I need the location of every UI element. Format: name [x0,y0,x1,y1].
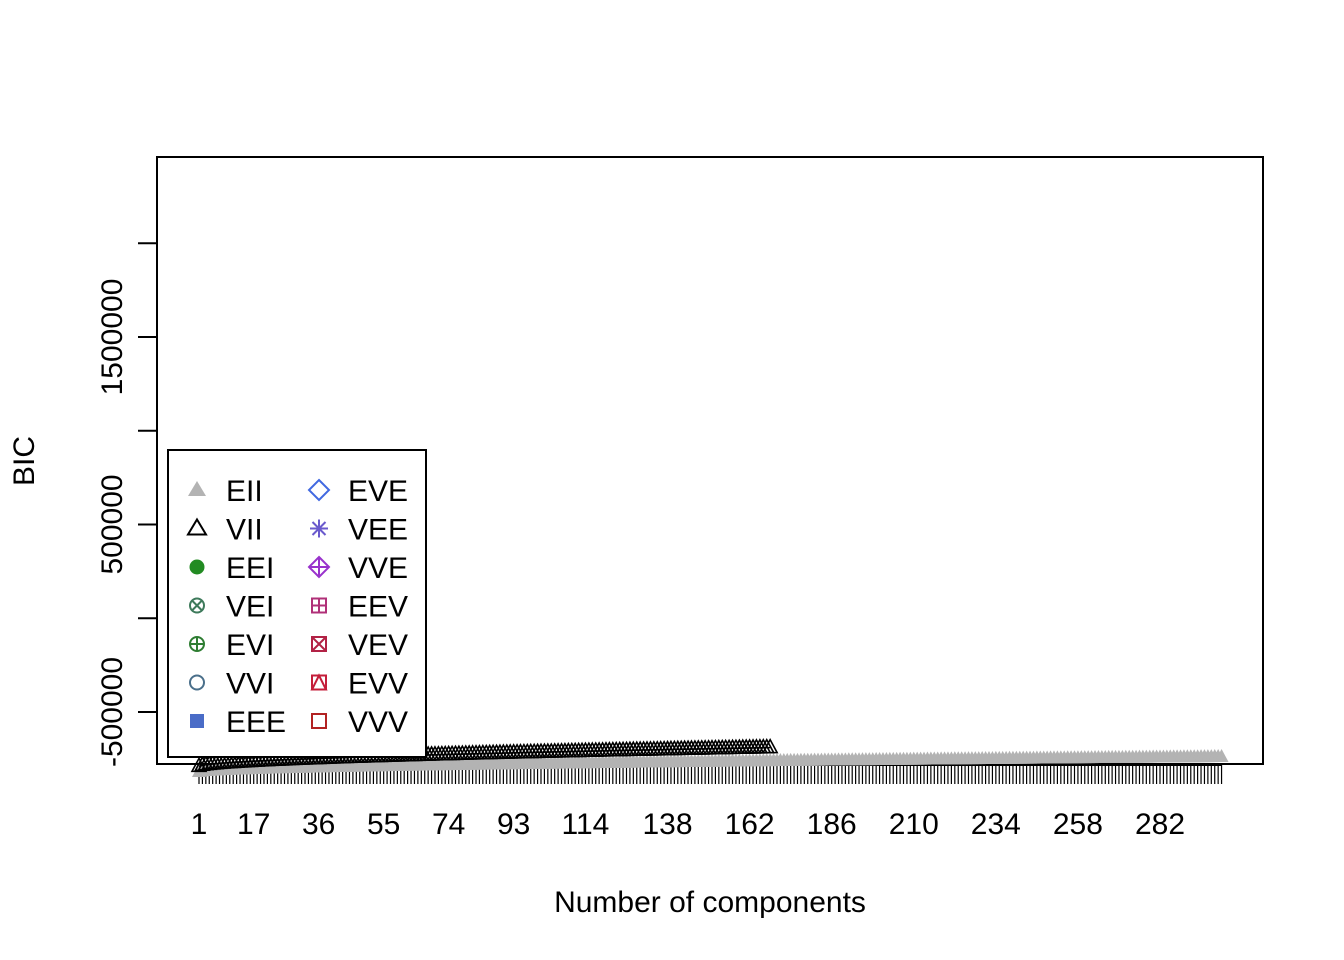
x-tick-label: 210 [889,808,939,841]
legend-symbol-circle-open [189,674,205,691]
legend-label: EVE [348,475,408,508]
y-tick-label: 500000 [96,474,129,574]
x-tick-label: 258 [1053,808,1103,841]
legend-label: VVI [226,668,274,701]
x-tick-label: 17 [237,808,270,841]
legend-box [167,449,427,758]
x-tick-label: 234 [971,808,1021,841]
x-tick-label: 93 [497,808,530,841]
legend-entry-evv: EVV [310,668,408,701]
x-tick-label: 162 [725,808,775,841]
legend-entry-vii: VII [186,514,263,547]
legend-label: EEE [226,706,286,739]
legend-symbol-square-open [311,713,327,729]
legend-entry-vvi: VVI [189,668,274,701]
x-tick-label: 1 [191,808,208,841]
legend-entry-vve: VVE [307,552,408,585]
series-layer [190,737,1229,777]
legend-symbol-square-x [311,636,327,652]
x-tick-label: 282 [1135,808,1185,841]
legend-symbol-circle-filled [189,559,205,575]
legend-symbol-circle-x [189,597,205,614]
legend-symbol-circle-plus [189,636,205,652]
legend-symbol-square-plus [311,597,327,614]
legend-entry-eee: EEE [190,706,286,739]
legend-label: EEI [226,552,274,585]
legend-label: VII [226,514,263,547]
y-tick-label: -500000 [96,657,129,767]
legend-label: VEE [348,514,408,547]
legend-symbol-square-filled [190,714,204,728]
legend-entry-evi: EVI [189,629,274,662]
x-tick-label: 36 [302,808,335,841]
x-tick-label: 114 [562,808,610,841]
x-axis-label: Number of components [554,886,866,919]
legend-entry-vev: VEV [311,629,408,662]
legend-label: VVE [348,552,408,585]
legend: EII VII EEI VEI EVI VVI EEE EVE VEE VVE EEV VEV EVV V… [167,449,427,758]
legend-symbol-diamond-plus [307,555,331,579]
data-point [761,737,779,754]
data-point [1214,749,1229,762]
legend-label: VEV [348,629,408,662]
legend-symbol-square-triangle [310,673,328,691]
legend-symbol-asterisk [310,519,328,538]
legend-entry-eii: EII [188,475,263,508]
x-tick-label: 55 [367,808,400,841]
legend-entry-eve: EVE [307,475,408,508]
legend-label: VEI [226,591,274,624]
legend-entry-vei: VEI [189,591,274,624]
x-tick-label: 138 [642,808,692,841]
legend-label: EII [226,475,263,508]
legend-symbol-diamond-open [307,478,331,502]
legend-entry-eei: EEI [189,552,274,585]
legend-symbol-triangle-filled [188,481,206,496]
data-point [190,756,208,773]
x-axis: 1 17 36 55 74 93 114 138 162 186 210 234 258 282 [191,764,1223,841]
legend-label: EVV [348,668,408,701]
legend-label: EVI [226,629,274,662]
legend-entry-eev: EEV [311,591,408,624]
x-tick-label: 186 [807,808,857,841]
legend-symbol-triangle-open [186,517,208,536]
legend-label: EEV [348,591,408,624]
y-tick-label: 1500000 [96,279,129,396]
legend-label: VVV [348,706,408,739]
legend-entry-vvv: VVV [311,706,408,739]
y-axis-label: BIC [8,436,41,486]
x-tick-label: 74 [432,808,465,841]
legend-entry-vee: VEE [310,514,408,547]
y-axis: -500000 500000 1500000 [96,242,158,767]
